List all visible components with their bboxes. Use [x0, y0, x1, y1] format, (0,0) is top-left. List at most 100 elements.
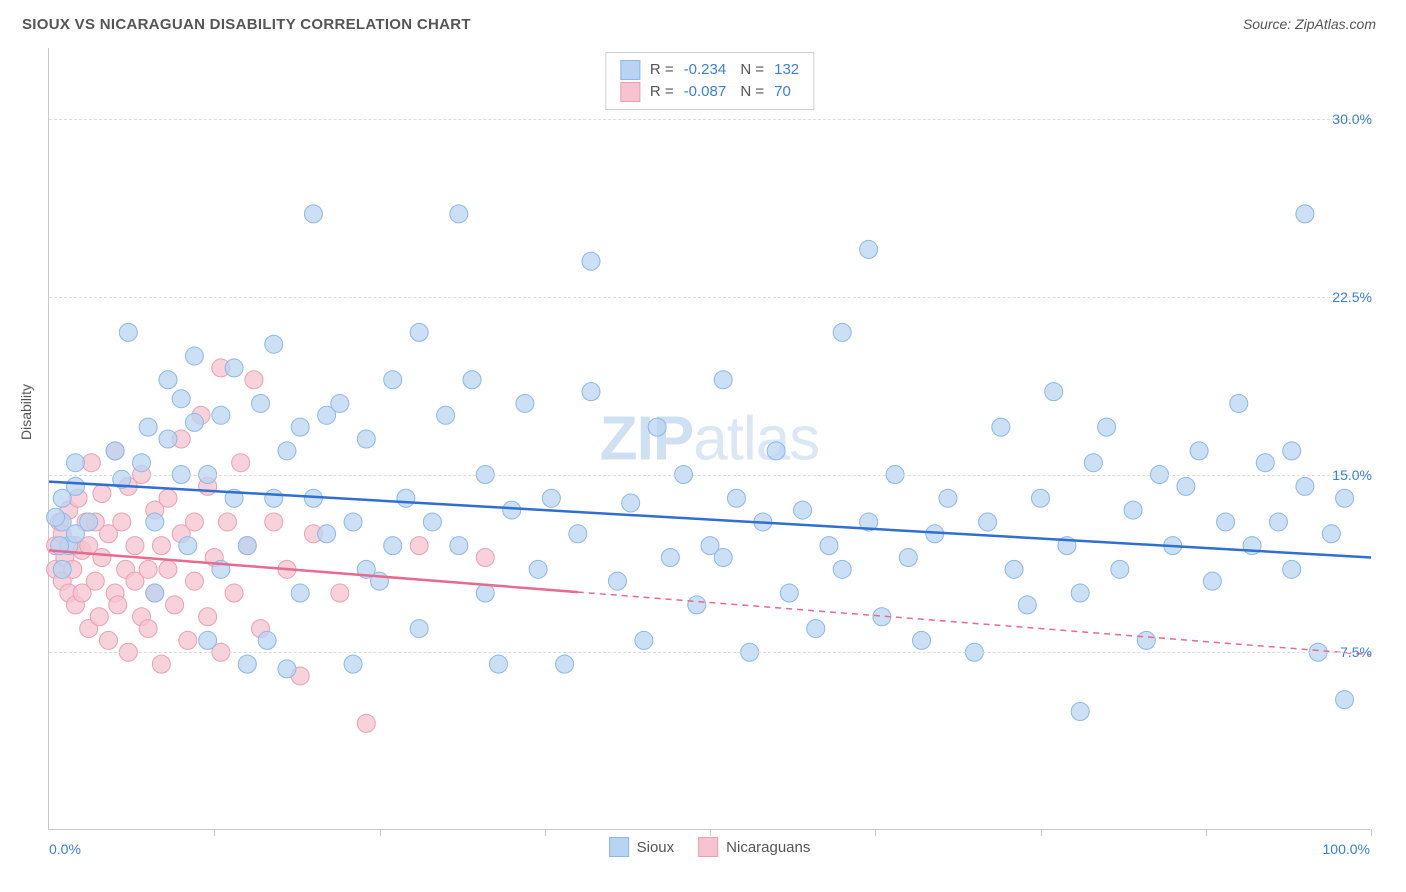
point-sioux — [1124, 501, 1142, 519]
point-sioux — [179, 537, 197, 555]
point-sioux — [318, 525, 336, 543]
point-nicaraguans — [93, 548, 111, 566]
point-sioux — [1111, 560, 1129, 578]
point-sioux — [344, 513, 362, 531]
point-nicaraguans — [199, 608, 217, 626]
point-sioux — [1018, 596, 1036, 614]
point-sioux — [159, 371, 177, 389]
point-sioux — [1177, 477, 1195, 495]
point-sioux — [1322, 525, 1340, 543]
legend-item-sioux: Sioux — [609, 837, 675, 857]
x-tick-label: 100.0% — [1323, 841, 1370, 857]
point-nicaraguans — [113, 513, 131, 531]
point-sioux — [833, 560, 851, 578]
point-sioux — [820, 537, 838, 555]
point-sioux — [1269, 513, 1287, 531]
point-sioux — [146, 513, 164, 531]
swatch-series1 — [620, 60, 640, 80]
point-nicaraguans — [93, 485, 111, 503]
point-sioux — [1336, 691, 1354, 709]
point-sioux — [556, 655, 574, 673]
x-tick — [875, 829, 876, 836]
point-sioux — [767, 442, 785, 460]
point-sioux — [1230, 394, 1248, 412]
point-sioux — [463, 371, 481, 389]
point-sioux — [529, 560, 547, 578]
point-nicaraguans — [99, 631, 117, 649]
point-sioux — [1045, 383, 1063, 401]
point-sioux — [450, 205, 468, 223]
point-sioux — [1005, 560, 1023, 578]
point-nicaraguans — [126, 537, 144, 555]
point-sioux — [1137, 631, 1155, 649]
point-sioux — [992, 418, 1010, 436]
point-sioux — [714, 371, 732, 389]
point-sioux — [582, 252, 600, 270]
point-sioux — [66, 454, 84, 472]
point-sioux — [833, 323, 851, 341]
point-sioux — [1296, 477, 1314, 495]
point-nicaraguans — [218, 513, 236, 531]
point-nicaraguans — [331, 584, 349, 602]
point-nicaraguans — [410, 537, 428, 555]
point-nicaraguans — [179, 631, 197, 649]
point-sioux — [265, 489, 283, 507]
point-sioux — [516, 394, 534, 412]
point-sioux — [807, 620, 825, 638]
point-nicaraguans — [82, 454, 100, 472]
point-nicaraguans — [152, 537, 170, 555]
point-sioux — [80, 513, 98, 531]
point-sioux — [582, 383, 600, 401]
y-tick-label: 30.0% — [1332, 111, 1372, 127]
point-sioux — [542, 489, 560, 507]
point-nicaraguans — [245, 371, 263, 389]
point-sioux — [489, 655, 507, 673]
x-tick-label: 0.0% — [49, 841, 81, 857]
point-sioux — [212, 406, 230, 424]
point-sioux — [860, 240, 878, 258]
point-sioux — [450, 537, 468, 555]
point-nicaraguans — [159, 560, 177, 578]
point-sioux — [172, 390, 190, 408]
point-sioux — [476, 584, 494, 602]
point-sioux — [1336, 489, 1354, 507]
point-nicaraguans — [90, 608, 108, 626]
point-sioux — [1032, 489, 1050, 507]
grid-line — [49, 475, 1370, 476]
point-sioux — [139, 418, 157, 436]
point-nicaraguans — [232, 454, 250, 472]
point-sioux — [913, 631, 931, 649]
swatch-sioux — [609, 837, 629, 857]
point-sioux — [265, 335, 283, 353]
point-sioux — [794, 501, 812, 519]
point-sioux — [1071, 703, 1089, 721]
x-tick — [380, 829, 381, 836]
grid-line — [49, 119, 1370, 120]
point-sioux — [1217, 513, 1235, 531]
point-sioux — [331, 394, 349, 412]
point-sioux — [569, 525, 587, 543]
series-legend: Sioux Nicaraguans — [609, 837, 811, 857]
point-sioux — [384, 371, 402, 389]
swatch-series2 — [620, 82, 640, 102]
point-sioux — [291, 584, 309, 602]
point-sioux — [635, 631, 653, 649]
point-sioux — [384, 537, 402, 555]
point-sioux — [47, 508, 65, 526]
point-sioux — [397, 489, 415, 507]
point-sioux — [979, 513, 997, 531]
point-sioux — [899, 548, 917, 566]
point-sioux — [1190, 442, 1208, 460]
y-tick-label: 22.5% — [1332, 289, 1372, 305]
point-sioux — [185, 347, 203, 365]
point-sioux — [146, 584, 164, 602]
point-sioux — [344, 655, 362, 673]
point-sioux — [661, 548, 679, 566]
y-tick-label: 7.5% — [1340, 644, 1372, 660]
x-tick — [1206, 829, 1207, 836]
point-sioux — [357, 430, 375, 448]
point-sioux — [622, 494, 640, 512]
point-sioux — [503, 501, 521, 519]
point-sioux — [133, 454, 151, 472]
point-sioux — [185, 413, 203, 431]
